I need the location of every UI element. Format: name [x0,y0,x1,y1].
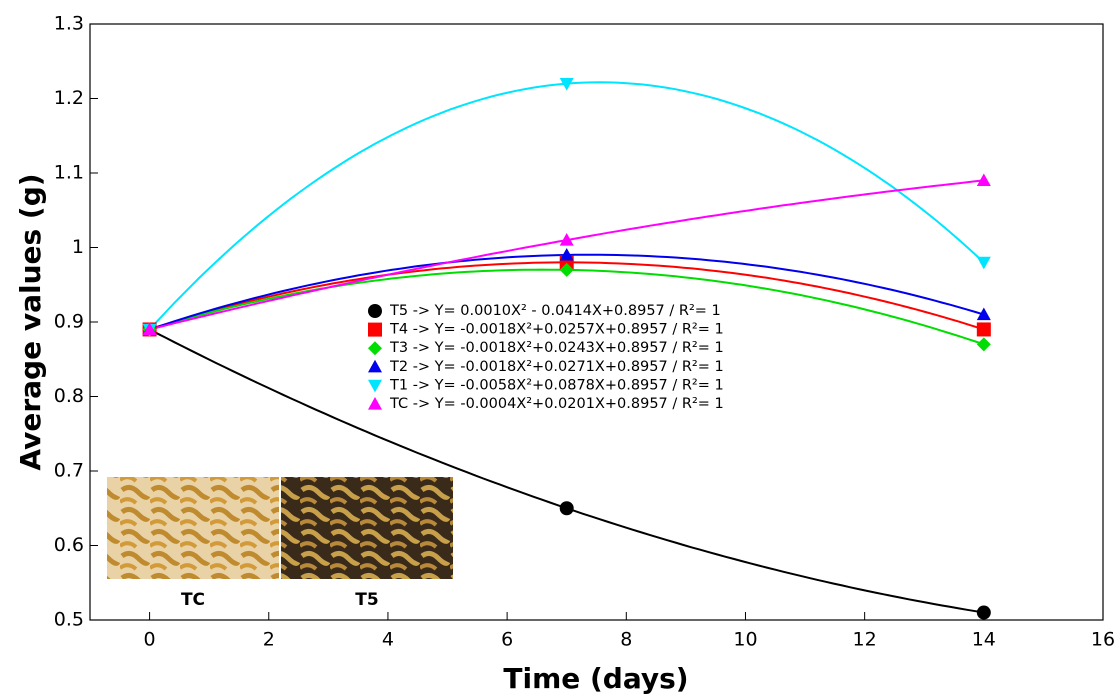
y-axis-title: Average values (g) [14,173,47,470]
legend-label: T3 -> Y= -0.0018X²+0.0243X+0.8957 / R²= … [389,340,724,356]
x-tick-label: 2 [263,629,275,651]
marker [976,605,991,620]
x-tick-label: 6 [501,629,513,651]
legend-marker [368,322,382,337]
legend-label: T5 -> Y= 0.0010X² - 0.0414X+0.8957 / R²=… [389,303,721,319]
legend-marker [368,359,382,373]
marker [559,262,574,277]
y-tick-label: 0.8 [54,385,84,407]
marker [142,322,157,336]
legend-label: T2 -> Y= -0.0018X²+0.0271X+0.8957 / R²= … [389,359,724,375]
x-tick-label: 8 [620,629,632,651]
inset-label: TC [181,590,205,610]
x-axis-title: Time (days) [503,662,688,694]
marker [976,256,991,270]
inset-photo [281,477,453,579]
x-tick-label: 16 [1091,629,1115,651]
x-tick-label: 10 [733,629,757,651]
legend-label: T4 -> Y= -0.0018X²+0.0257X+0.8957 / R²= … [389,322,724,338]
y-tick-label: 0.9 [54,311,84,333]
marker [976,307,991,321]
marker [559,247,574,261]
legend-marker [368,341,382,356]
legend-marker [368,379,382,393]
marker [976,337,991,352]
x-tick-label: 4 [382,629,394,651]
y-tick-label: 1.3 [54,13,84,35]
inset-photo [107,477,279,579]
legend-label: T1 -> Y= -0.0058X²+0.0878X+0.8957 / R²= … [389,377,724,393]
legend-marker [368,397,382,410]
x-tick-label: 14 [972,629,996,651]
y-tick-label: 1.1 [54,162,84,184]
marker [559,501,574,516]
y-tick-label: 1 [72,236,84,258]
y-tick-label: 1.2 [54,87,84,109]
y-tick-label: 0.6 [54,534,84,556]
marker [976,322,991,337]
marker [559,78,574,91]
y-tick-label: 0.7 [54,460,84,482]
inset-label: T5 [355,590,378,610]
legend-label: TC -> Y= -0.0004X²+0.0201X+0.8957 / R²= … [389,396,724,412]
x-tick-label: 0 [144,629,156,651]
marker [976,173,991,187]
marker [559,233,574,246]
y-tick-label: 0.5 [54,609,84,631]
x-tick-label: 12 [853,629,877,651]
legend-marker [368,304,382,318]
